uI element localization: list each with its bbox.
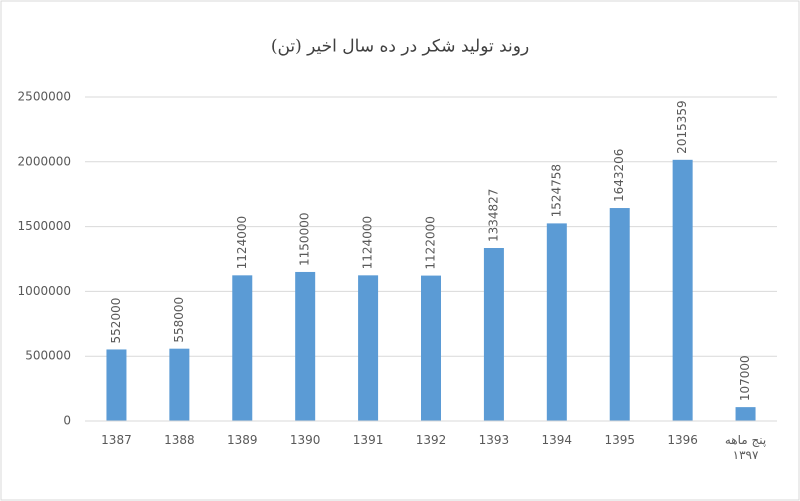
y-tick-label: 1500000 — [18, 219, 71, 233]
bar — [483, 248, 504, 421]
x-tick-label: 1387 — [101, 433, 132, 447]
x-tick-label: 1388 — [164, 433, 195, 447]
value-label: 2015359 — [675, 100, 689, 153]
bar — [232, 275, 253, 421]
value-label: 1122000 — [424, 216, 438, 269]
y-tick-label: 1000000 — [18, 284, 71, 298]
x-tick-label: 1391 — [352, 433, 384, 447]
x-tick-label: 1394 — [541, 433, 573, 447]
bar — [169, 348, 190, 421]
value-label: 558000 — [172, 297, 186, 343]
bar — [672, 159, 693, 421]
bar — [735, 407, 756, 421]
x-tick-label: پنج ماهه ۱۳۹۷ — [724, 433, 767, 462]
y-tick-label: 500000 — [25, 349, 71, 363]
y-tick-label: 0 — [63, 414, 71, 428]
bar — [295, 271, 316, 421]
value-label: 1124000 — [235, 216, 249, 269]
y-tick-label: 2000000 — [18, 154, 71, 168]
y-tick-label: 2500000 — [18, 90, 71, 104]
value-label: 552000 — [109, 298, 123, 344]
x-tick-label: 1393 — [478, 433, 510, 447]
value-label: 1643206 — [612, 149, 626, 202]
value-label: 1334827 — [486, 189, 500, 242]
bar — [546, 223, 567, 421]
x-tick-label: 1390 — [289, 433, 321, 447]
bar — [421, 275, 441, 421]
x-tick-label: 1396 — [667, 433, 698, 447]
chart-title: روند تولید شکر در ده سال اخیر (تن) — [271, 37, 529, 57]
x-tick-label: 1389 — [226, 433, 258, 447]
x-tick-label: 1392 — [415, 433, 447, 447]
value-label: 107000 — [738, 355, 752, 401]
bar — [609, 208, 630, 421]
bar — [358, 275, 379, 421]
x-tick-label: 1395 — [604, 433, 635, 447]
value-label: 1524758 — [549, 164, 563, 217]
bar — [106, 349, 127, 421]
value-label: 1150000 — [298, 213, 312, 266]
value-label: 1124000 — [361, 216, 375, 269]
